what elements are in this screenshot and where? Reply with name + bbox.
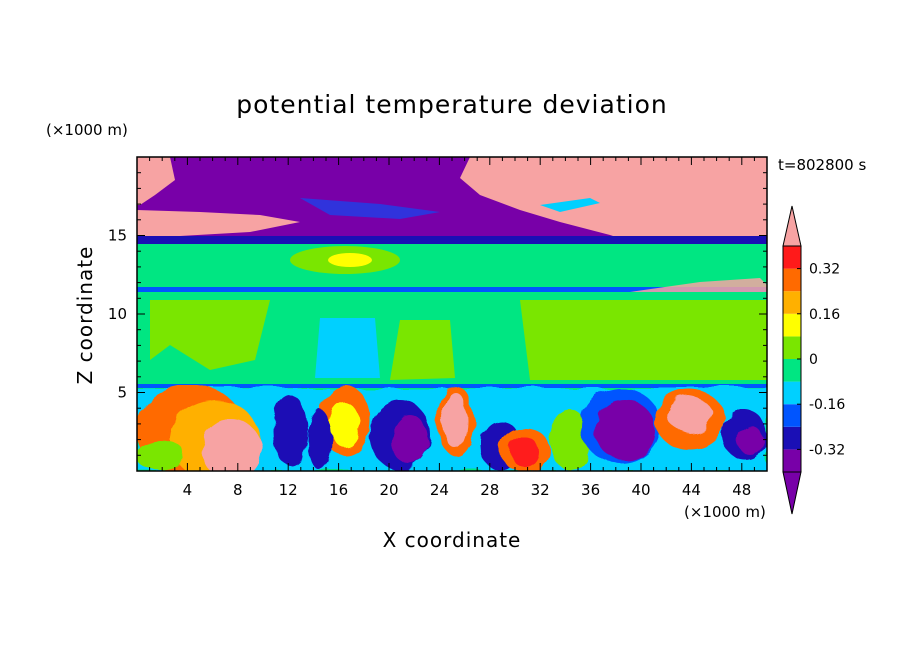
colorbar-bin: [782, 471, 802, 515]
x-tick-label: 40: [631, 481, 650, 499]
z-unit-label: (×1000 m): [46, 121, 128, 139]
colorbar-bin: [783, 426, 801, 450]
x-unit-label: (×1000 m): [684, 503, 766, 521]
colorbar-bin: [783, 246, 801, 269]
colorbar-bin: [783, 291, 801, 314]
time-label: t=802800 s: [778, 156, 866, 174]
z-axis-label: Z coordinate: [73, 246, 97, 385]
z-tick-label: 15: [108, 227, 127, 245]
x-tick-label: 48: [732, 481, 751, 499]
colorbar-tick-label: -0.16: [809, 397, 845, 413]
x-axis-label: X coordinate: [383, 528, 522, 552]
z-tick-label: 5: [117, 384, 127, 402]
colorbar-tick-label: 0.16: [809, 307, 840, 323]
x-tick-label: 4: [183, 481, 193, 499]
colorbar-bin: [783, 359, 801, 382]
x-tick-label: 44: [682, 481, 701, 499]
x-ticks: 4 8 12 16 20 24 28 32 36 40 44 48: [149, 157, 755, 499]
x-tick-label: 20: [379, 481, 398, 499]
chart-title: potential temperature deviation: [236, 90, 667, 119]
colorbar-bin: [783, 313, 801, 337]
colorbar: 0.32 0.16 0 -0.16 -0.32: [782, 205, 845, 515]
z-tick-label: 10: [108, 305, 127, 323]
x-tick-label: 12: [279, 481, 298, 499]
x-tick-label: 36: [581, 481, 600, 499]
x-tick-label: 16: [329, 481, 348, 499]
x-tick-label: 24: [430, 481, 449, 499]
contour-field: [137, 157, 767, 471]
x-tick-label: 8: [233, 481, 243, 499]
colorbar-tick-label: 0: [809, 352, 818, 368]
colorbar-bin: [782, 205, 802, 247]
colorbar-bin: [783, 268, 801, 292]
colorbar-bin: [783, 381, 801, 405]
colorbar-tick-label: -0.32: [809, 442, 845, 458]
z-ticks: 5 10 15: [108, 172, 767, 456]
colorbar-bin: [783, 336, 801, 359]
colorbar-bin: [783, 449, 801, 472]
colorbar-bin: [783, 404, 801, 427]
x-tick-label: 28: [480, 481, 499, 499]
x-tick-label: 32: [531, 481, 550, 499]
colorbar-tick-label: 0.32: [809, 262, 840, 278]
